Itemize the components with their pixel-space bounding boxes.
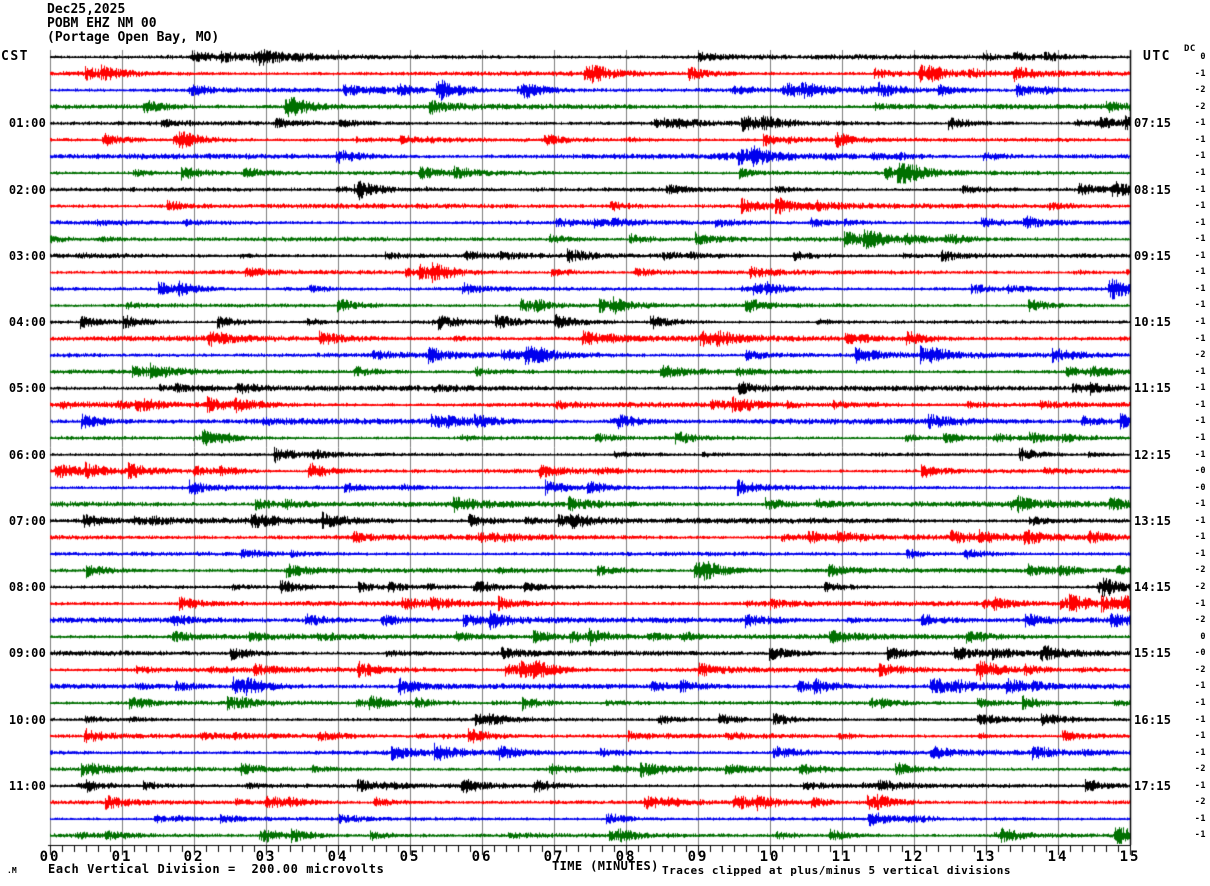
dc-offset-value: -1 — [1194, 151, 1206, 162]
dc-offset-value: -2 — [1194, 764, 1206, 775]
clipping-note: Traces clipped at plus/minus 5 vertical … — [662, 864, 1012, 877]
dc-offset-value: -1 — [1194, 432, 1206, 443]
left-time-label: 06:00 — [8, 447, 46, 462]
dc-offset-value: -1 — [1194, 317, 1206, 327]
dc-offset-value: -1 — [1194, 416, 1206, 427]
dc-offset-value: -1 — [1194, 681, 1206, 692]
dc-offset-value: -1 — [1194, 201, 1206, 212]
dc-offset-value: -1 — [1194, 184, 1206, 195]
dc-offset-value: -1 — [1194, 780, 1206, 791]
dc-offset-value: -1 — [1194, 234, 1206, 245]
dc-offset-value: -2 — [1194, 582, 1206, 592]
right-time-label: 14:15 — [1134, 580, 1172, 594]
x-axis-tick-label: 11 — [831, 849, 853, 865]
dc-offset-value: -1 — [1194, 267, 1206, 278]
left-time-label: 04:00 — [8, 315, 46, 329]
right-time-label: 08:15 — [1134, 182, 1172, 197]
dc-offset-value: -2 — [1194, 85, 1206, 96]
dc-offset-value: -1 — [1194, 714, 1206, 725]
right-time-label: 13:15 — [1134, 513, 1172, 528]
right-timezone-header: UTC — [1143, 49, 1171, 64]
x-axis-tick-label: 04 — [327, 849, 349, 865]
dc-offset-value: -2 — [1194, 565, 1206, 576]
dc-column-header: DC — [1184, 44, 1196, 54]
dc-offset-value: -1 — [1194, 366, 1206, 377]
dc-offset-value: -1 — [1194, 813, 1206, 824]
corner-watermark: .M — [7, 866, 17, 875]
station-location: (Portage Open Bay, MO) — [47, 30, 220, 45]
dc-offset-value: -1 — [1194, 250, 1206, 261]
right-time-label: 16:15 — [1134, 712, 1172, 727]
station-code: POBM EHZ NM 00 — [47, 16, 157, 31]
x-axis-tick-label: 01 — [111, 849, 133, 865]
left-time-label: 03:00 — [8, 248, 46, 263]
x-axis-tick-label: 03 — [255, 849, 277, 865]
right-time-label: 09:15 — [1134, 248, 1172, 263]
dc-offset-value: -1 — [1194, 383, 1206, 394]
scale-note: Each Vertical Division = 200.00 microvol… — [48, 862, 385, 876]
left-time-label: 11:00 — [8, 778, 46, 793]
dc-offset-value: -0 — [1194, 648, 1206, 659]
dc-offset-value: -1 — [1194, 399, 1206, 410]
right-time-label: 07:15 — [1134, 116, 1172, 131]
x-axis-tick-label: 06 — [471, 849, 493, 865]
dc-offset-value: -1 — [1194, 598, 1206, 609]
dc-offset-value: -1 — [1194, 731, 1206, 742]
dc-offset-value: -1 — [1194, 747, 1206, 758]
dc-offset-value: 0 — [1200, 52, 1206, 62]
dc-offset-value: -2 — [1194, 797, 1206, 808]
dc-offset-value: -2 — [1194, 101, 1206, 112]
dc-offset-value: -1 — [1194, 167, 1206, 178]
x-axis-tick-label: 15 — [1119, 849, 1141, 865]
dc-offset-value: 0 — [1200, 631, 1206, 642]
left-time-label: 10:00 — [8, 712, 46, 727]
dc-offset-value: -1 — [1194, 333, 1206, 344]
x-axis-tick-label: 08 — [615, 849, 637, 865]
x-axis-tick-label: 09 — [687, 849, 709, 865]
left-time-label: 02:00 — [8, 182, 46, 197]
left-time-label: 08:00 — [8, 580, 46, 594]
x-axis-tick-label: 10 — [759, 849, 781, 865]
left-time-label: 07:00 — [8, 513, 46, 528]
dc-offset-value: -2 — [1194, 615, 1206, 626]
x-axis-tick-label: 14 — [1047, 849, 1069, 865]
dc-offset-value: -1 — [1194, 532, 1206, 543]
right-time-label: 12:15 — [1134, 447, 1172, 462]
right-time-label: 11:15 — [1134, 381, 1172, 396]
dc-offset-value: -1 — [1194, 118, 1206, 129]
dc-offset-value: -1 — [1194, 68, 1206, 79]
x-axis-tick-label: 12 — [903, 849, 925, 865]
dc-offset-value: -1 — [1194, 499, 1206, 510]
x-axis-tick-label: 02 — [183, 849, 205, 865]
dc-offset-value: -1 — [1194, 697, 1206, 708]
right-time-label: 15:15 — [1134, 646, 1172, 661]
x-axis-tick-label: 13 — [975, 849, 997, 865]
dc-offset-value: -0 — [1194, 466, 1206, 477]
dc-offset-value: -1 — [1194, 830, 1206, 841]
dc-offset-value: -1 — [1194, 134, 1206, 145]
x-axis-tick-label: 07 — [543, 849, 565, 865]
left-time-label: 05:00 — [8, 381, 46, 396]
left-time-label: 01:00 — [8, 116, 46, 131]
dc-offset-value: -1 — [1194, 515, 1206, 526]
x-axis-tick-label: 00 — [39, 849, 61, 865]
dc-offset-value: -1 — [1194, 300, 1206, 311]
dc-offset-value: -1 — [1194, 548, 1206, 559]
dc-offset-value: -2 — [1194, 664, 1206, 675]
dc-offset-value: -1 — [1194, 449, 1206, 460]
left-timezone-header: CST — [1, 49, 29, 64]
dc-offset-value: -0 — [1194, 482, 1206, 493]
left-time-label: 09:00 — [8, 646, 46, 661]
x-axis-tick-label: 05 — [399, 849, 421, 865]
dc-offset-value: -1 — [1194, 283, 1206, 294]
dc-offset-value: -2 — [1194, 350, 1206, 361]
x-axis-title: TIME (MINUTES) — [552, 859, 659, 873]
plot-date: Dec25,2025 — [47, 2, 126, 17]
dc-offset-value: -1 — [1194, 217, 1206, 228]
right-time-label: 17:15 — [1134, 778, 1172, 793]
right-time-label: 10:15 — [1134, 315, 1172, 329]
